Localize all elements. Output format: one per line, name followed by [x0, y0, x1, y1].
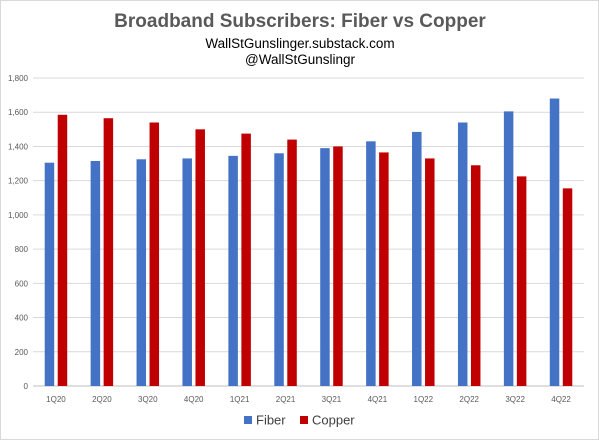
legend: Fiber Copper — [244, 413, 355, 428]
bar-copper — [149, 122, 160, 386]
x-tick-label: 3Q22 — [505, 395, 525, 404]
x-tick-label: 2Q22 — [459, 395, 479, 404]
bar-copper — [470, 165, 481, 386]
x-axis-ticks: 1Q20 2Q20 3Q20 4Q20 1Q21 2Q21 3Q21 4Q21 1Q22 2Q22… — [46, 395, 571, 404]
bar-group — [228, 133, 251, 386]
bar-copper — [287, 139, 297, 386]
y-tick-label: 400 — [15, 314, 29, 323]
y-tick-label: 1,000 — [8, 211, 29, 220]
bars — [44, 98, 573, 387]
bar-group — [136, 122, 160, 386]
bar-group — [320, 146, 343, 386]
bar-group — [503, 111, 527, 386]
bar-fiber — [549, 98, 560, 387]
bar-group — [412, 131, 435, 386]
y-tick-label: 800 — [15, 245, 29, 254]
x-tick-label: 2Q21 — [276, 395, 296, 404]
bar-fiber — [503, 111, 514, 386]
y-tick-label: 1,400 — [8, 142, 29, 151]
x-tick-label: 2Q20 — [92, 395, 112, 404]
bar-group — [366, 141, 389, 386]
bar-copper — [516, 176, 527, 386]
bar-group — [274, 139, 297, 386]
bar-copper — [562, 188, 573, 386]
bar-fiber — [182, 158, 192, 386]
bar-group — [457, 122, 481, 386]
y-tick-label: 0 — [24, 382, 29, 391]
bar-group — [182, 129, 205, 387]
bar-fiber — [366, 141, 376, 386]
bar-fiber — [320, 148, 330, 386]
bar-fiber — [44, 162, 55, 386]
legend-label: Fiber — [256, 413, 286, 428]
x-tick-label: 4Q20 — [184, 395, 204, 404]
chart-subtitle-line-2: @WallStGunslingr — [245, 52, 355, 67]
y-tick-label: 200 — [15, 348, 29, 357]
y-axis-ticks: 0 200 400 600 800 1,000 1,200 1,400 1,600 1,800 — [8, 74, 29, 391]
bar-copper — [195, 129, 205, 387]
legend-item-copper: Copper — [300, 413, 355, 428]
x-tick-label: 1Q21 — [230, 395, 250, 404]
x-tick-label: 4Q21 — [368, 395, 388, 404]
bar-copper — [333, 146, 343, 386]
x-tick-label: 1Q22 — [414, 395, 434, 404]
bar-copper — [57, 114, 68, 387]
chart-title: Broadband Subscribers: Fiber vs Copper — [114, 11, 486, 32]
bar-fiber — [412, 131, 422, 386]
bar-fiber — [274, 153, 284, 386]
x-tick-label: 3Q21 — [322, 395, 342, 404]
legend-swatch — [244, 416, 252, 424]
y-tick-label: 600 — [15, 279, 29, 288]
legend-item-fiber: Fiber — [244, 413, 286, 428]
bar-fiber — [136, 159, 147, 386]
bar-group — [549, 98, 573, 387]
gridlines — [33, 77, 584, 387]
x-tick-label: 4Q22 — [551, 395, 571, 404]
x-tick-label: 3Q20 — [138, 395, 158, 404]
y-tick-label: 1,600 — [8, 108, 29, 117]
x-tick-label: 1Q20 — [46, 395, 66, 404]
bar-fiber — [90, 160, 101, 386]
legend-swatch — [300, 416, 308, 424]
bar-copper — [241, 133, 251, 386]
bar-copper — [103, 118, 114, 386]
bar-fiber — [228, 155, 238, 386]
bar-group — [44, 114, 68, 387]
bar-fiber — [457, 122, 468, 386]
bar-copper — [425, 158, 435, 386]
chart-subtitle-line-1: WallStGunslinger.substack.com — [205, 36, 394, 51]
y-tick-label: 1,200 — [8, 177, 29, 186]
y-tick-label: 1,800 — [8, 74, 29, 83]
bar-group — [90, 118, 114, 386]
bar-copper — [379, 152, 389, 386]
legend-label: Copper — [312, 413, 355, 428]
